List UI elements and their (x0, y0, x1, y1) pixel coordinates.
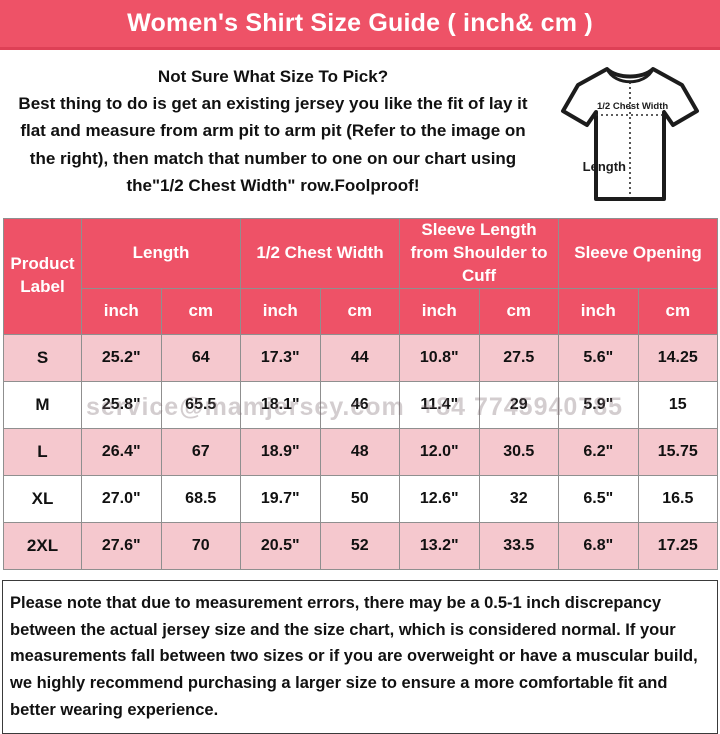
table-row-xl: XL 27.0" 68.5 19.7" 50 12.6" 32 6.5" 16.… (3, 474, 719, 523)
value-cell: 18.9" (240, 427, 321, 476)
value-cell: 30.5 (478, 427, 560, 476)
intro-section: Not Sure What Size To Pick? Best thing t… (0, 50, 720, 215)
value-cell: 16.5 (637, 474, 719, 523)
value-cell: 25.2" (81, 333, 162, 382)
value-cell: 19.7" (240, 474, 321, 523)
value-cell: 65.5 (160, 380, 241, 429)
table-row-s: S 25.2" 64 17.3" 44 10.8" 27.5 5.6" 14.2… (3, 333, 719, 382)
value-cell: 10.8" (399, 333, 480, 382)
unit-header-length-inch: inch (81, 287, 162, 335)
value-cell: 6.2" (558, 427, 639, 476)
value-cell: 14.25 (637, 333, 719, 382)
table-row-2xl: 2XL 27.6" 70 20.5" 52 13.2" 33.5 6.8" 17… (3, 521, 719, 570)
intro-text-block: Not Sure What Size To Pick? Best thing t… (0, 50, 540, 215)
value-cell: 15 (637, 380, 719, 429)
length-label: Length (583, 159, 626, 174)
col-header-sleeve-opening: Sleeve Opening (558, 218, 719, 289)
size-label-cell: S (3, 333, 82, 382)
table-row-m: M 25.8" 65.5 18.1" 46 11.4" 29 5.9" 15 (3, 380, 719, 429)
unit-header-chest-cm: cm (319, 287, 401, 335)
value-cell: 20.5" (240, 521, 321, 570)
value-cell: 27.5 (478, 333, 560, 382)
table-row-l: L 26.4" 67 18.9" 48 12.0" 30.5 6.2" 15.7… (3, 427, 719, 476)
value-cell: 17.25 (637, 521, 719, 570)
unit-header-chest-inch: inch (240, 287, 321, 335)
value-cell: 33.5 (478, 521, 560, 570)
value-cell: 11.4" (399, 380, 480, 429)
footer-note: Please note that due to measurement erro… (2, 579, 718, 734)
header-banner: Women's Shirt Size Guide ( inch& cm ) (0, 0, 720, 50)
col-header-chest-width: 1/2 Chest Width (239, 218, 401, 289)
value-cell: 26.4" (81, 427, 162, 476)
value-cell: 67 (160, 427, 241, 476)
col-header-product-label: Product Label (3, 218, 82, 335)
value-cell: 12.6" (399, 474, 480, 523)
page-title: Women's Shirt Size Guide ( inch& cm ) (127, 9, 593, 37)
size-label-cell: 2XL (3, 521, 82, 570)
value-cell: 27.6" (81, 521, 162, 570)
value-cell: 17.3" (240, 333, 321, 382)
value-cell: 70 (160, 521, 241, 570)
tshirt-diagram: 1/2 Chest Width Length (540, 50, 720, 215)
col-header-length: Length (81, 218, 241, 289)
col-header-sleeve-length: Sleeve Length from Shoulder to Cuff (399, 218, 560, 289)
unit-header-length-cm: cm (160, 287, 241, 335)
value-cell: 46 (319, 380, 401, 429)
value-cell: 29 (478, 380, 560, 429)
tshirt-icon: 1/2 Chest Width Length (561, 66, 699, 201)
intro-heading: Not Sure What Size To Pick? (157, 67, 389, 86)
size-table: Product Label Length 1/2 Chest Width Sle… (3, 218, 719, 570)
size-table-wrap: Product Label Length 1/2 Chest Width Sle… (0, 215, 720, 570)
value-cell: 15.75 (637, 427, 719, 476)
value-cell: 18.1" (240, 380, 321, 429)
value-cell: 12.0" (399, 427, 480, 476)
value-cell: 6.5" (558, 474, 639, 523)
chest-width-label: 1/2 Chest Width (597, 101, 668, 112)
value-cell: 5.9" (558, 380, 639, 429)
unit-header-opening-cm: cm (637, 287, 719, 335)
value-cell: 68.5 (160, 474, 241, 523)
value-cell: 52 (319, 521, 401, 570)
size-label-cell: L (3, 427, 82, 476)
value-cell: 13.2" (399, 521, 480, 570)
value-cell: 25.8" (81, 380, 162, 429)
value-cell: 48 (319, 427, 401, 476)
value-cell: 5.6" (558, 333, 639, 382)
unit-header-sleeve-inch: inch (399, 287, 480, 335)
value-cell: 50 (319, 474, 401, 523)
unit-header-opening-inch: inch (558, 287, 639, 335)
size-label-cell: XL (3, 474, 82, 523)
size-label-cell: M (3, 380, 82, 429)
value-cell: 44 (319, 333, 401, 382)
value-cell: 6.8" (558, 521, 639, 570)
value-cell: 32 (478, 474, 560, 523)
value-cell: 64 (160, 333, 241, 382)
unit-header-sleeve-cm: cm (478, 287, 560, 335)
value-cell: 27.0" (81, 474, 162, 523)
intro-body: Best thing to do is get an existing jers… (18, 94, 528, 195)
